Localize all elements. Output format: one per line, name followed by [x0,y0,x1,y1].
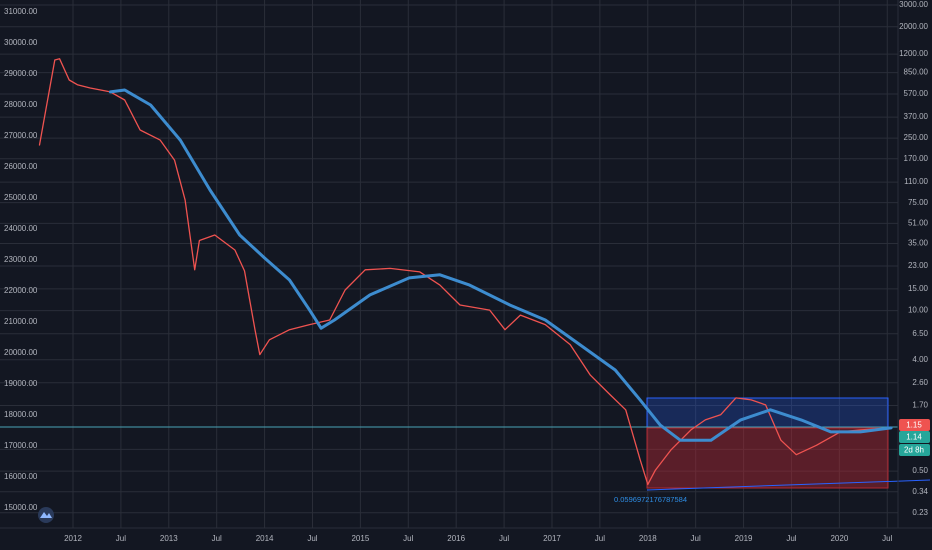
x-tick-label: 2016 [447,534,465,543]
y-tick-label: 23000.00 [4,255,38,264]
y2-tick-label: 6.50 [912,329,928,338]
x-tick-label: Jul [499,534,509,543]
x-tick-label: 2012 [64,534,82,543]
y2-tick-label: 51.00 [908,218,929,227]
x-tick-label: 2019 [735,534,753,543]
x-tick-label: 2015 [351,534,369,543]
y-tick-label: 24000.00 [4,224,38,233]
countdown: 2d 8h [904,446,924,455]
y-tick-label: 19000.00 [4,379,38,388]
x-tick-label: Jul [595,534,605,543]
y-tick-label: 22000.00 [4,286,38,295]
y-tick-label: 20000.00 [4,348,38,357]
y-tick-label: 25000.00 [4,193,38,202]
range-box-upper [646,397,889,429]
countdown-bg [899,444,930,456]
x-tick-label: Jul [212,534,222,543]
x-tick-label: 2014 [256,534,274,543]
x-tick-label: Jul [307,534,317,543]
y2-tick-label: 1200.00 [899,49,928,58]
y2-tick-label: 570.00 [904,89,929,98]
x-tick-label: Jul [786,534,796,543]
range-box-lower [646,427,889,489]
y2-tick-label: 110.00 [904,177,928,186]
y2-tick-label: 1.70 [912,401,928,410]
y2-tick-label: 250.00 [904,133,929,142]
x-tick-label: 2013 [160,534,178,543]
x-tick-label: 2020 [830,534,848,543]
series-layer [38,58,893,486]
price-tag-bg [899,431,930,443]
y2-tick-label: 2.60 [912,378,928,387]
y2-tick-label: 0.34 [912,487,928,496]
y-tick-label: 18000.00 [4,410,38,419]
y-tick-label: 26000.00 [4,162,38,171]
y2-tick-label: 0.23 [912,508,928,517]
price-tag: 1.14 [906,433,922,442]
y-tick-label: 17000.00 [4,441,38,450]
y2-tick-label: 23.00 [908,261,929,270]
x-tick-label: Jul [691,534,701,543]
x-tick-label: 2018 [639,534,657,543]
x-tick-label: Jul [403,534,413,543]
y-tick-label: 29000.00 [4,69,38,78]
y2-tick-label: 2000.00 [899,22,928,31]
y-tick-label: 30000.00 [4,38,38,47]
y-tick-label: 16000.00 [4,472,38,481]
y-tick-label: 28000.00 [4,100,38,109]
y-tick-label: 21000.00 [4,317,38,326]
x-tick-label: Jul [882,534,892,543]
price-tag: 1.15 [906,421,922,430]
y2-tick-label: 170.00 [904,154,929,163]
y2-tick-label: 0.50 [912,466,928,475]
y2-tick-label: 35.00 [908,239,929,248]
y2-tick-label: 75.00 [908,198,929,207]
y2-tick-label: 850.00 [904,68,929,77]
y-tick-label: 27000.00 [4,131,38,140]
y2-tick-label: 4.00 [912,355,928,364]
y-tick-label: 31000.00 [4,7,38,16]
annotation: 0.0596972176787584 [614,495,687,504]
y2-tick-label: 370.00 [904,112,929,121]
trend-line [646,479,931,491]
series-line [108,88,893,442]
logo-icon [40,512,52,518]
y-tick-label: 15000.00 [4,503,38,512]
price-tag-bg [899,419,930,431]
y2-tick-label: 3000.00 [899,0,928,9]
series-line [38,58,892,486]
x-tick-label: Jul [116,534,126,543]
grid [0,0,898,528]
axes: 2012 Jul 2013 Jul 2014 Jul 2015 Jul 2016 Jul 2017 J… [4,0,929,543]
y2-tick-label: 10.00 [908,306,929,315]
y2-tick-label: 15.00 [908,284,929,293]
x-tick-label: 2017 [543,534,561,543]
